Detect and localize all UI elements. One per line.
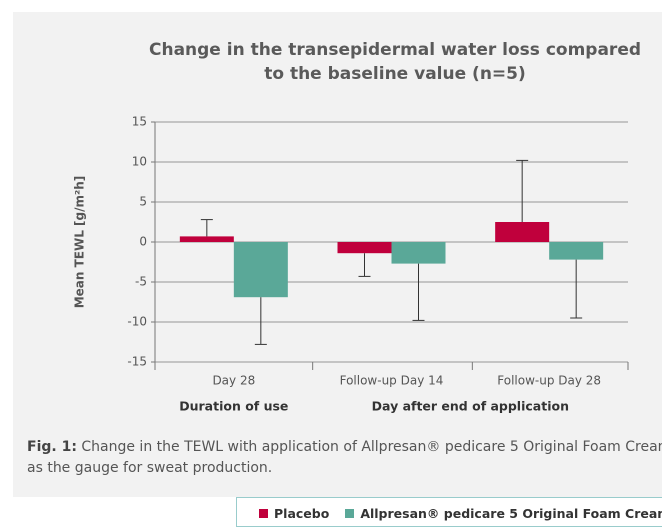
legend-label: Placebo [274, 506, 330, 521]
chart-title: Change in the transepidermal water loss … [149, 40, 641, 60]
y-tick-label: 0 [139, 235, 147, 249]
legend-item: Allpresan® pedicare 5 Original Foam Crea… [345, 506, 662, 521]
legend: Placebo Allpresan® pedicare 5 Original Fo… [236, 497, 662, 527]
legend-swatch [259, 509, 268, 518]
error-bar [358, 253, 371, 277]
error-bar [516, 159, 529, 222]
error-bar [200, 219, 213, 237]
x-tick-label: Follow-up Day 28 [497, 374, 601, 388]
chart: Change in the transepidermal water loss … [73, 40, 642, 414]
error-bar [570, 259, 583, 319]
bar [549, 242, 604, 260]
y-tick-label: 15 [132, 115, 147, 129]
category-group-label: Duration of use [179, 399, 288, 414]
y-tick-label: 10 [132, 155, 147, 169]
caption-text: Change in the TEWL with application of A… [27, 439, 662, 476]
error-bar [254, 297, 267, 345]
bar [337, 242, 392, 254]
bar [495, 222, 550, 242]
error-bar [412, 263, 425, 321]
caption: Fig. 1: Change in the TEWL with applicat… [27, 437, 662, 479]
x-tick-label: Day 28 [212, 374, 255, 388]
y-tick-label: 5 [139, 195, 147, 209]
y-axis-label: Mean TEWL [g/m²h] [73, 176, 87, 309]
x-tick-label: Follow-up Day 14 [340, 374, 444, 388]
bar [391, 242, 446, 264]
caption-label: Fig. 1: [27, 439, 77, 455]
bar [179, 236, 234, 242]
y-tick-label: -5 [135, 275, 147, 289]
legend-label: Allpresan® pedicare 5 Original Foam Crea… [360, 506, 662, 521]
y-tick-label: -15 [127, 355, 147, 369]
legend-swatch [345, 509, 355, 518]
legend-item: Placebo [259, 506, 329, 521]
bar [233, 242, 288, 298]
y-tick-label: -10 [127, 315, 147, 329]
chart-title: to the baseline value (n=5) [264, 64, 526, 84]
category-group-label: Day after end of application [372, 399, 569, 414]
